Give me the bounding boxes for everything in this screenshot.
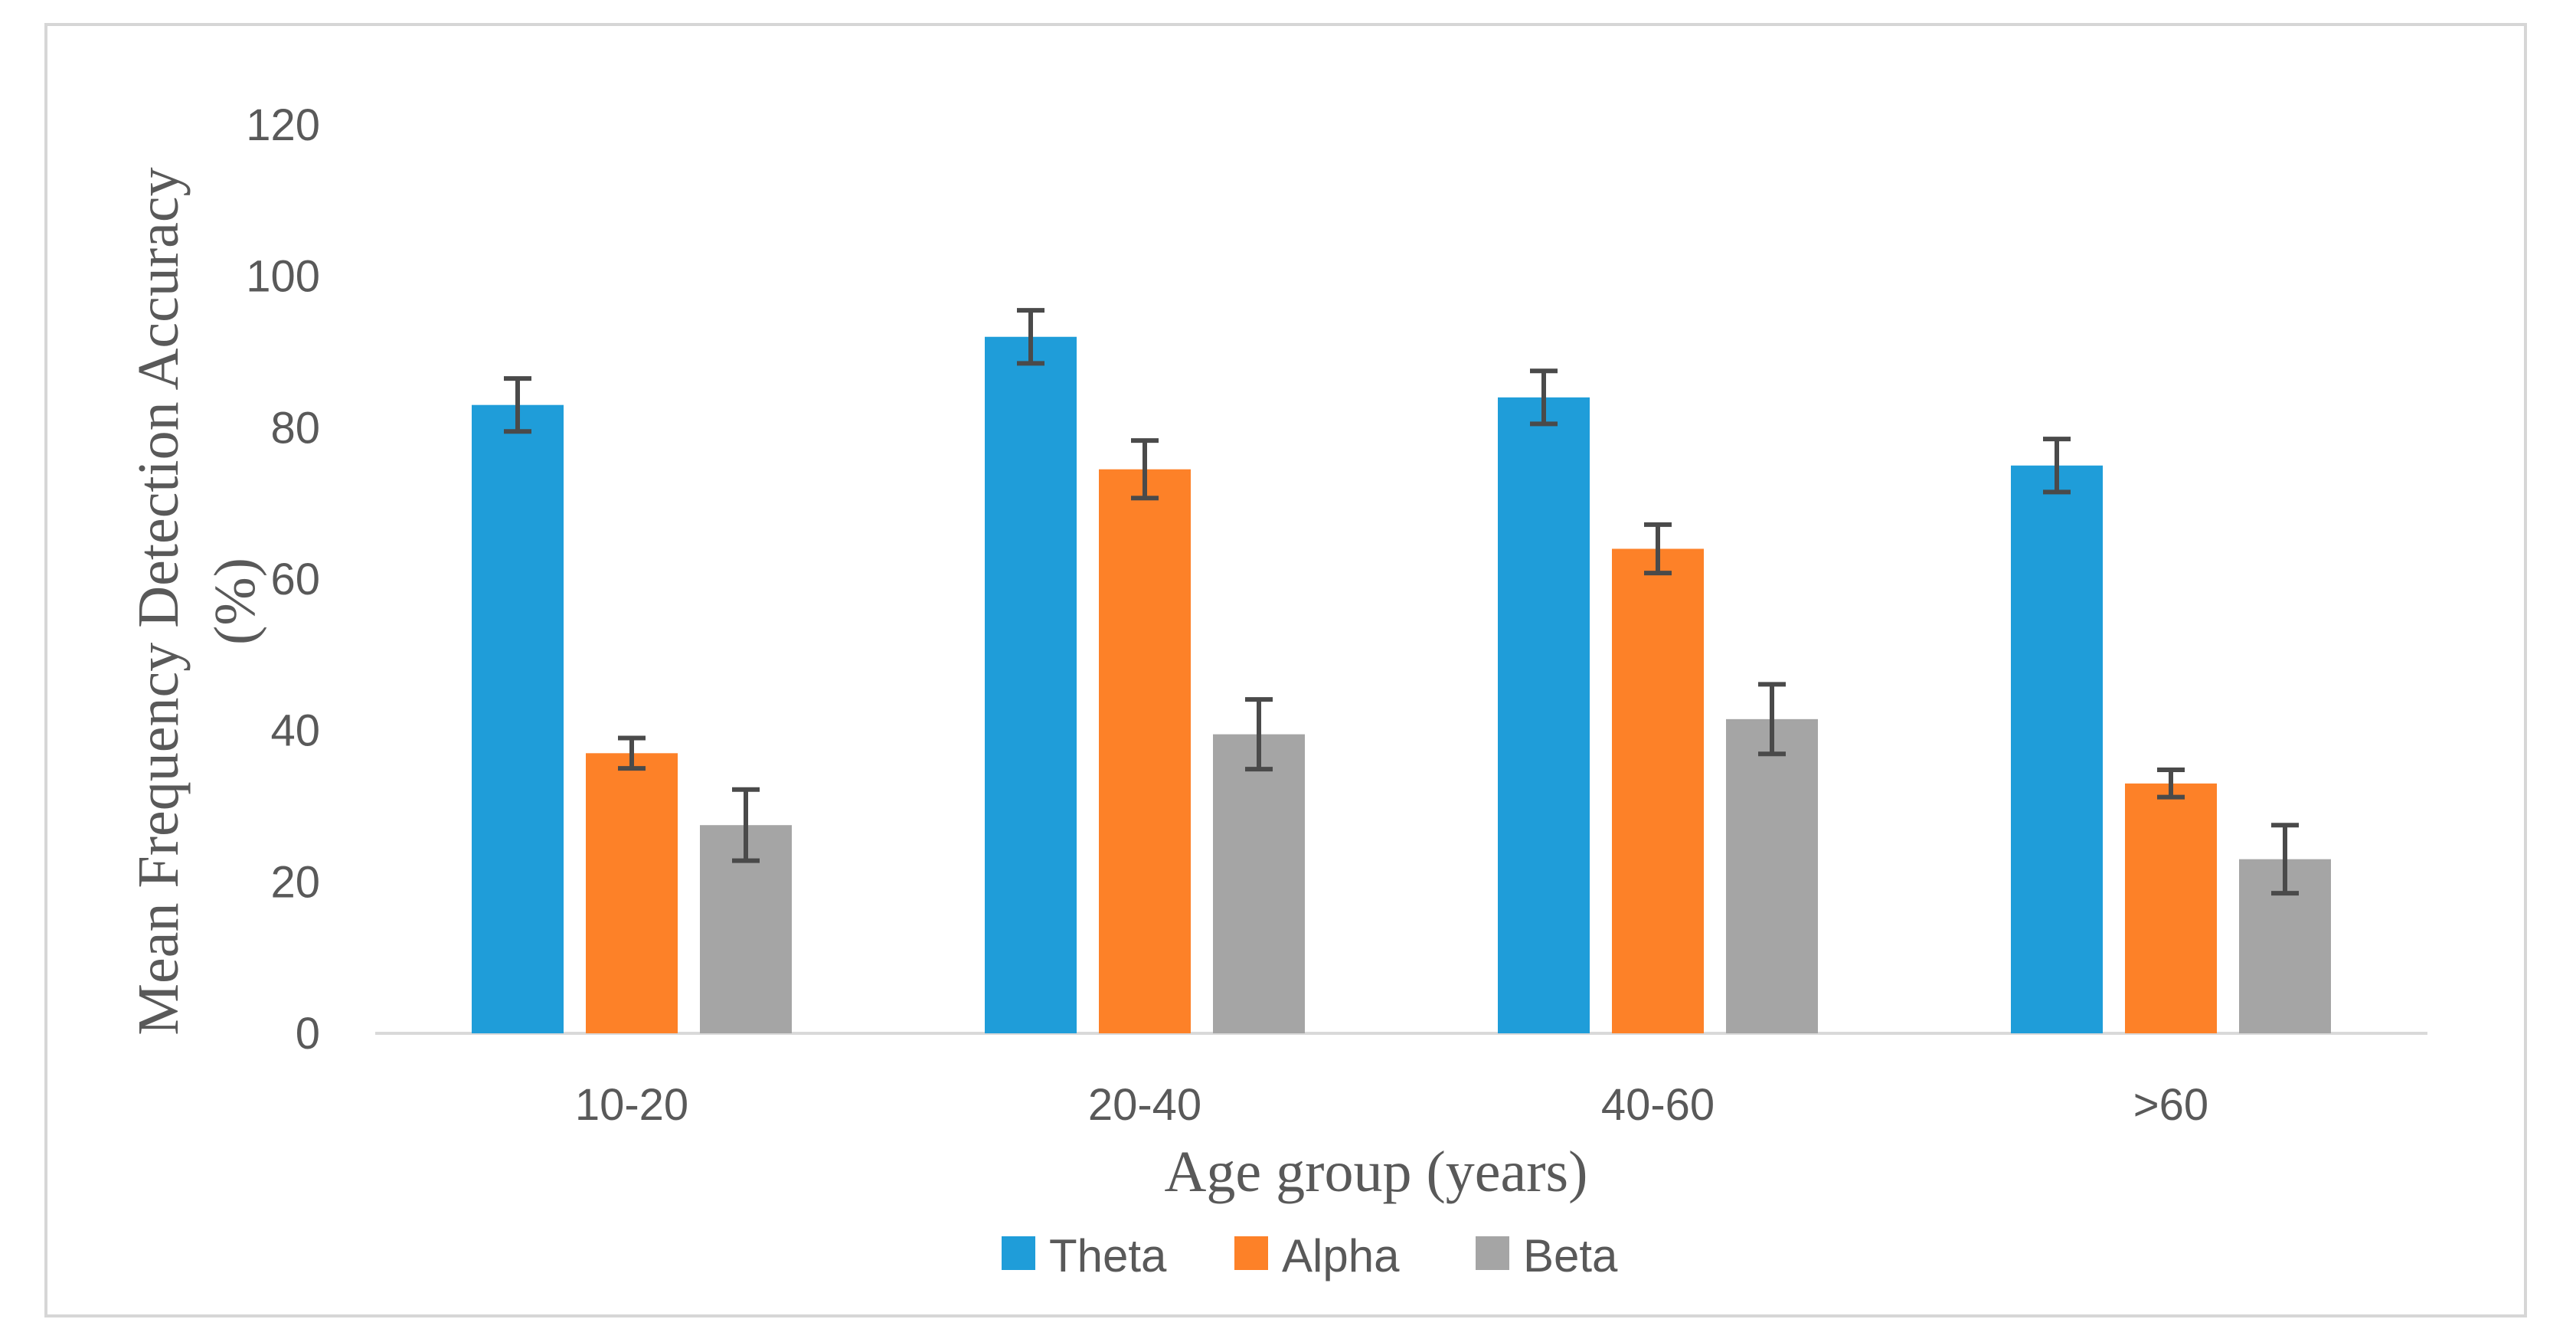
bar-alpha-3: [1612, 548, 1704, 1033]
bar-theta-4: [2011, 465, 2103, 1033]
bar-theta-2: [985, 336, 1077, 1033]
error-bar-alpha-2: [1131, 438, 1159, 501]
x-axis-title: Age group (years): [1165, 1140, 1588, 1204]
error-bars-group: [504, 308, 2299, 896]
y-axis-title-line-1: Mean Frequency Detection Accuracy: [126, 167, 191, 1035]
legend-label: Theta: [1049, 1230, 1167, 1281]
y-axis-title: Mean Frequency Detection Accuracy (%): [126, 167, 267, 1035]
error-bar-alpha-3: [1644, 522, 1672, 576]
bar-alpha-1: [586, 753, 678, 1033]
y-tick-label: 120: [246, 100, 320, 150]
bar-theta-1: [472, 404, 564, 1033]
legend-label: Alpha: [1282, 1230, 1400, 1281]
legend-item-alpha: Alpha: [1234, 1230, 1400, 1281]
legend-label: Beta: [1523, 1230, 1618, 1281]
bars-group: [472, 336, 2331, 1033]
bar-alpha-4: [2125, 783, 2217, 1033]
legend-swatch: [1234, 1236, 1268, 1270]
y-tick-label: 0: [296, 1009, 320, 1059]
bar-theta-3: [1498, 397, 1590, 1033]
error-bar-theta-1: [504, 376, 531, 434]
error-bar-theta-2: [1017, 308, 1044, 366]
error-bar-theta-4: [2043, 437, 2071, 495]
y-tick-label: 40: [270, 706, 320, 756]
legend-swatch: [1002, 1236, 1035, 1270]
x-tick-label: 20-40: [1088, 1080, 1201, 1130]
error-bar-theta-3: [1530, 368, 1558, 427]
legend-item-beta: Beta: [1476, 1230, 1618, 1281]
error-bar-beta-3: [1758, 682, 1786, 757]
bar-beta-3: [1726, 718, 1818, 1033]
y-tick-label: 80: [270, 403, 320, 453]
error-bar-alpha-4: [2157, 768, 2185, 800]
y-tick-label: 20: [270, 857, 320, 907]
error-bar-beta-1: [732, 787, 760, 863]
y-axis-ticks: 0 20 40 60 80 100 120: [246, 100, 320, 1059]
error-bar-beta-4: [2271, 823, 2299, 896]
chart-frame: [44, 23, 2527, 1317]
y-tick-label: 100: [246, 252, 320, 302]
y-axis-title-line-2: (%): [203, 558, 267, 645]
legend-swatch: [1476, 1236, 1509, 1270]
x-tick-label: 10-20: [575, 1080, 688, 1130]
error-bar-beta-2: [1245, 697, 1273, 772]
error-bar-alpha-1: [618, 735, 646, 771]
y-tick-label: 60: [270, 555, 320, 604]
x-tick-label: 40-60: [1601, 1080, 1715, 1130]
x-axis-ticks: 10-20 20-40 40-60 >60: [575, 1080, 2208, 1130]
legend: Theta Alpha Beta: [1002, 1230, 1618, 1281]
bar-alpha-2: [1099, 469, 1191, 1033]
x-tick-label: >60: [2133, 1080, 2208, 1130]
legend-item-theta: Theta: [1002, 1230, 1167, 1281]
bar-beta-2: [1213, 734, 1305, 1033]
